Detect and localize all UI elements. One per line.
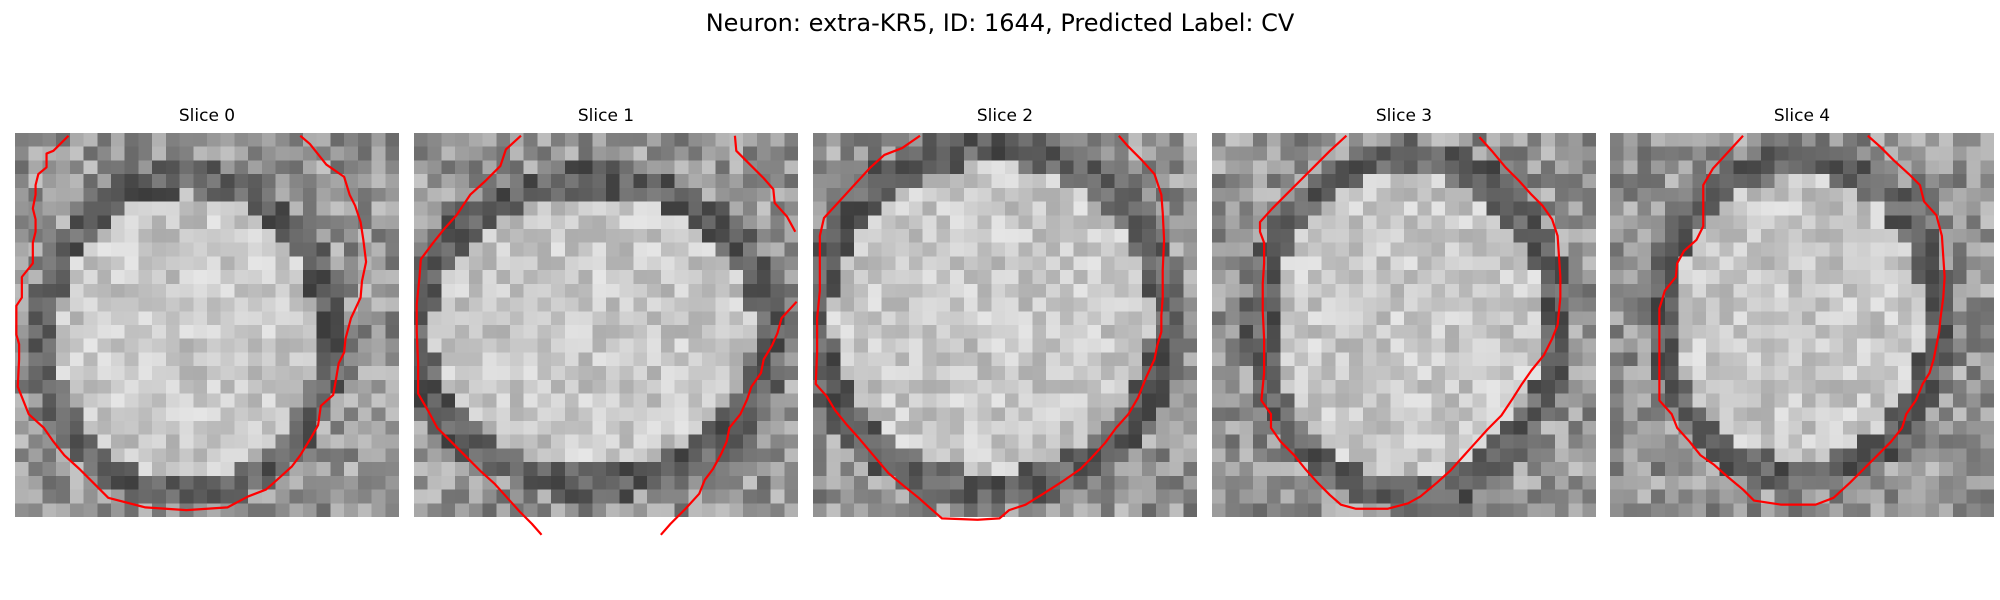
slice-panel: Slice 2: [813, 106, 1197, 517]
neuron-contour: [1659, 136, 1944, 505]
neuron-contour: [417, 136, 542, 535]
neuron-contour-tertiary: [661, 302, 797, 535]
neuron-contour: [1260, 136, 1560, 509]
contour-overlay: [15, 133, 399, 517]
microscopy-image: [1212, 133, 1596, 517]
slice-panel: Slice 3: [1212, 106, 1596, 517]
contour-overlay: [1610, 133, 1994, 517]
neuron-contour: [816, 136, 1164, 520]
contour-overlay: [813, 133, 1197, 517]
microscopy-image: [813, 133, 1197, 517]
microscopy-image: [1610, 133, 1994, 517]
slice-title: Slice 1: [577, 106, 635, 126]
contour-overlay: [414, 133, 798, 517]
slice-panel: Slice 4: [1610, 106, 1994, 517]
contour-overlay: [1212, 133, 1596, 517]
neuron-contour: [16, 136, 366, 510]
microscopy-image: [414, 133, 798, 517]
figure-title: Neuron: extra-KR5, ID: 1644, Predicted L…: [705, 9, 1295, 37]
microscopy-image: [15, 133, 399, 517]
slice-title: Slice 2: [976, 106, 1034, 126]
slice-panel: Slice 0: [15, 106, 399, 517]
neuron-contour-secondary: [735, 136, 795, 232]
slice-title: Slice 4: [1773, 106, 1831, 126]
slice-title: Slice 3: [1375, 106, 1433, 126]
slice-title: Slice 0: [178, 106, 236, 126]
slice-panel: Slice 1: [414, 106, 798, 517]
